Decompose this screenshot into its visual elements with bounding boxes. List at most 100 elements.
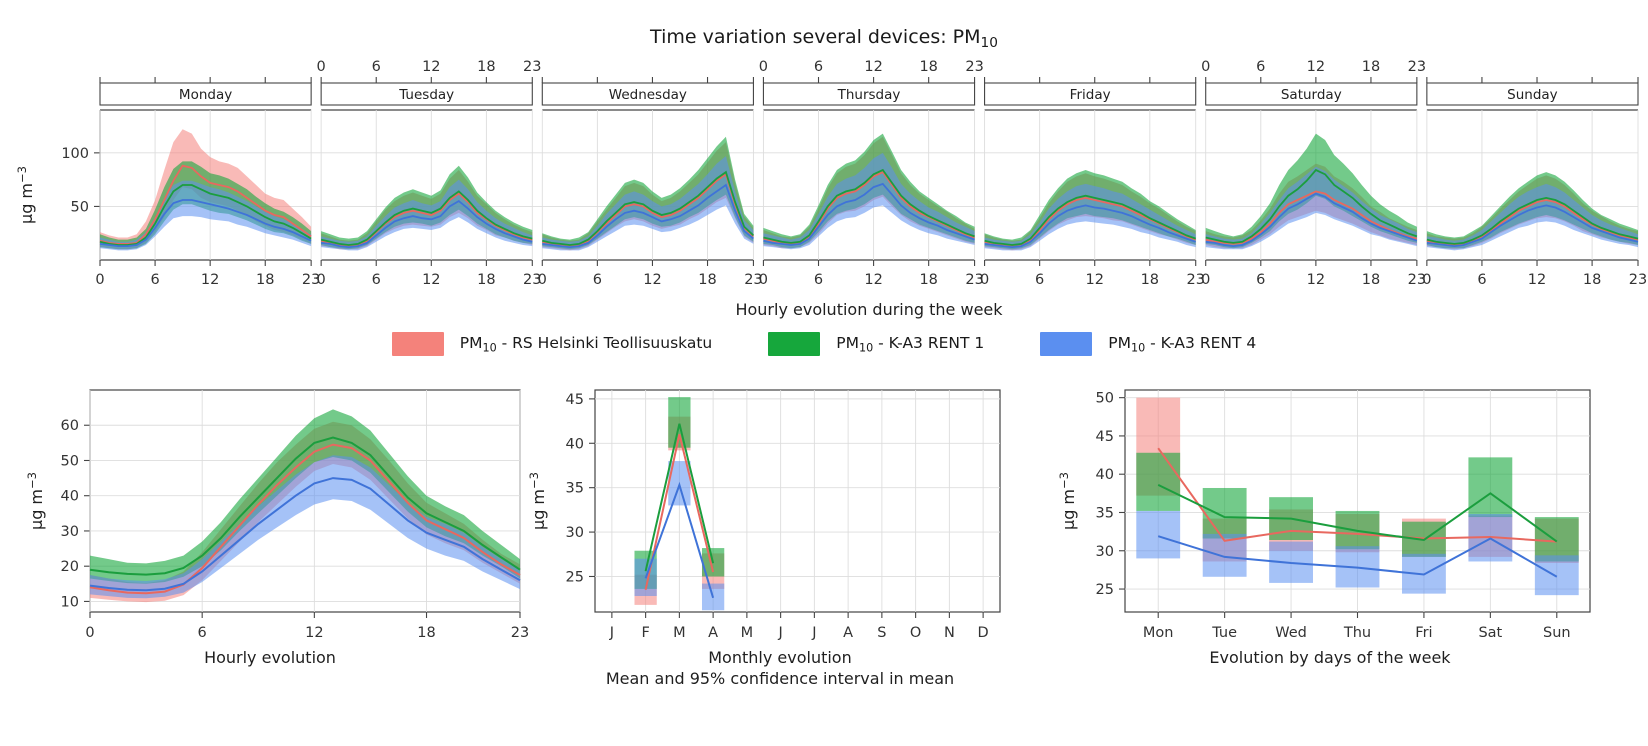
weekly-day-strip bbox=[1426, 82, 1639, 106]
svg-hourly-xtick-label: 12 bbox=[305, 625, 323, 641]
svg-text:µg m−3: µg m−3 bbox=[1057, 472, 1078, 530]
weekly-xtick-label: 18 bbox=[256, 272, 274, 288]
weekly-xtick-label: 23 bbox=[1186, 272, 1204, 288]
weekly-xtick-label: 12 bbox=[201, 272, 219, 288]
weekly-day-strip bbox=[762, 82, 976, 106]
monthly-xlabel-note: Mean and 95% confidence interval in mean bbox=[605, 669, 955, 688]
weekly-xtick-label: 12 bbox=[1086, 272, 1104, 288]
svg-monthly-xtick-label: D bbox=[978, 625, 989, 641]
hourly-caption: Hourly evolution bbox=[20, 648, 520, 667]
svg-weekday-ytick-label: 45 bbox=[1096, 429, 1114, 445]
weekly-xlabel: Hourly evolution during the week bbox=[735, 300, 1003, 319]
weekly-day-strip bbox=[984, 82, 1197, 106]
legend-swatch-rent1 bbox=[768, 332, 821, 356]
svg-monthly-line-rs bbox=[644, 434, 715, 591]
weekly-xtick-label: 12 bbox=[864, 272, 882, 288]
weekly-ylabel: µg m−3 bbox=[15, 166, 36, 224]
weekly-xtick-label: 0 bbox=[538, 272, 547, 288]
weekly-band-rent4 bbox=[542, 156, 754, 251]
weekly-xtick-label: 12 bbox=[1528, 272, 1546, 288]
svg-monthly-xtick-label: M bbox=[741, 625, 754, 641]
weekly-line-rent1 bbox=[984, 194, 1196, 246]
weekly-band-rent4 bbox=[984, 183, 1196, 251]
legend-item-rent1[interactable]: PM10 - K-A3 RENT 1 bbox=[768, 332, 984, 356]
svg-monthly-ylabel: µg m−3 bbox=[527, 472, 548, 530]
legend-swatch-rs bbox=[391, 332, 444, 356]
weekly-line-rent4 bbox=[1426, 204, 1639, 248]
weekly-xtick-label: 0 bbox=[980, 272, 989, 288]
weekly-ytick-label: 50 bbox=[71, 199, 89, 215]
weekly-day-label: Sunday bbox=[1507, 87, 1558, 103]
weekly-day-strip bbox=[320, 82, 533, 106]
weekly-xtick-label: 18 bbox=[1362, 272, 1380, 288]
legend-swatch-rent4 bbox=[1040, 332, 1093, 356]
svg-weekday-ytick-label: 40 bbox=[1096, 467, 1114, 483]
svg-monthly-xtick-label: S bbox=[877, 625, 886, 641]
weekly-xtick-label: 6 bbox=[150, 272, 159, 288]
svg-hourly-line-rs bbox=[89, 443, 521, 595]
weekly-line-rent1 bbox=[1205, 168, 1418, 244]
weekly-day-label: Saturday bbox=[1281, 87, 1342, 103]
legend-label-rent1: PM10 - K-A3 RENT 1 bbox=[836, 333, 985, 355]
weekly-top-tick-label: 0 bbox=[759, 59, 768, 75]
weekly-xtick-label: 18 bbox=[698, 272, 716, 288]
svg-weekday-xtick-label: Sat bbox=[1478, 625, 1502, 641]
weekly-line-rs bbox=[763, 170, 975, 245]
svg-hourly-line-rent1 bbox=[89, 436, 521, 576]
weekly-band-rent1 bbox=[542, 136, 754, 250]
svg-monthly-xtick-label: O bbox=[910, 625, 921, 641]
weekly-line-rent1 bbox=[542, 170, 755, 246]
hourly-evolution-chart: 10 20 30 40 50 60 µg m−3 0 6 12 18 23 bbox=[25, 389, 529, 641]
svg-monthly-xtick-label: A bbox=[708, 625, 718, 641]
weekly-xtick-label: 6 bbox=[372, 272, 381, 288]
weekly-top-tick-label: 0 bbox=[317, 59, 326, 75]
weekly-xtick-label: 0 bbox=[759, 272, 768, 288]
svg-weekday-xtick-label: Sun bbox=[1543, 625, 1571, 641]
weekly-xtick-label: 6 bbox=[1256, 272, 1265, 288]
weekly-xtick-label: 18 bbox=[1141, 272, 1159, 288]
svg-hourly-xtick-label: 23 bbox=[511, 625, 529, 641]
weekly-xtick-label: 0 bbox=[1422, 272, 1431, 288]
weekly-day-label: Thursday bbox=[837, 87, 901, 103]
legend-label-rs: PM10 - RS Helsinki Teollisuuskatu bbox=[459, 333, 713, 355]
legend-item-rent4[interactable]: PM10 - K-A3 RENT 4 bbox=[1040, 332, 1256, 356]
svg-hourly-ytick-label: 50 bbox=[61, 453, 79, 469]
weekly-xtick-label: 23 bbox=[523, 272, 541, 288]
weekly-xtick-label: 23 bbox=[744, 272, 762, 288]
svg-weekday-xtick-label: Wed bbox=[1275, 625, 1307, 641]
svg-weekday-band-rent1 bbox=[1534, 517, 1579, 562]
page-title: Time variation several devices: PM10 bbox=[0, 26, 1648, 51]
weekly-xtick-label: 0 bbox=[95, 272, 104, 288]
svg-weekday-line-rs bbox=[1157, 447, 1557, 543]
weekly-top-tick-label: 0 bbox=[1201, 59, 1210, 75]
weekly-line-rent4 bbox=[99, 199, 312, 248]
svg-weekday-xtick-label: Mon bbox=[1143, 625, 1174, 641]
weekly-line-rent4 bbox=[321, 200, 533, 249]
svg-monthly-ytick-label: 25 bbox=[566, 569, 584, 585]
weekly-top-tick-label: 18 bbox=[1362, 59, 1380, 75]
weekly-line-rs bbox=[320, 192, 533, 248]
weekly-xtick-label: 12 bbox=[643, 272, 661, 288]
svg-weekday-xtick-label: Thu bbox=[1343, 625, 1371, 641]
svg-monthly-ytick-label: 40 bbox=[566, 436, 584, 452]
svg-monthly-ytick-label: 45 bbox=[566, 392, 584, 408]
svg-hourly-band-rent1 bbox=[90, 409, 520, 584]
svg-text:µg m−3: µg m−3 bbox=[15, 166, 36, 224]
legend: PM10 - RS Helsinki Teollisuuskatu PM10 - … bbox=[0, 332, 1648, 356]
weekly-day-strip bbox=[541, 82, 754, 106]
svg-hourly-xtick-label: 0 bbox=[85, 625, 94, 641]
weekly-line-rs bbox=[542, 172, 755, 248]
weekly-top-tick-label: 12 bbox=[864, 59, 882, 75]
svg-text:µg m−3: µg m−3 bbox=[527, 472, 548, 530]
weekly-xtick-label: 23 bbox=[965, 272, 983, 288]
svg-monthly-xtick-label: A bbox=[843, 625, 853, 641]
weekly-top-tick-label: 6 bbox=[1256, 59, 1265, 75]
svg-monthly-xtick-label: J bbox=[777, 625, 782, 641]
svg-monthly-frame bbox=[594, 389, 1001, 613]
legend-item-rs[interactable]: PM10 - RS Helsinki Teollisuuskatu bbox=[391, 332, 713, 356]
svg-weekday-band-rent4 bbox=[1136, 510, 1181, 559]
weekly-top-tick-label: 18 bbox=[477, 59, 495, 75]
svg-monthly-line-rent1 bbox=[644, 423, 715, 572]
weekly-xtick-label: 18 bbox=[477, 272, 495, 288]
